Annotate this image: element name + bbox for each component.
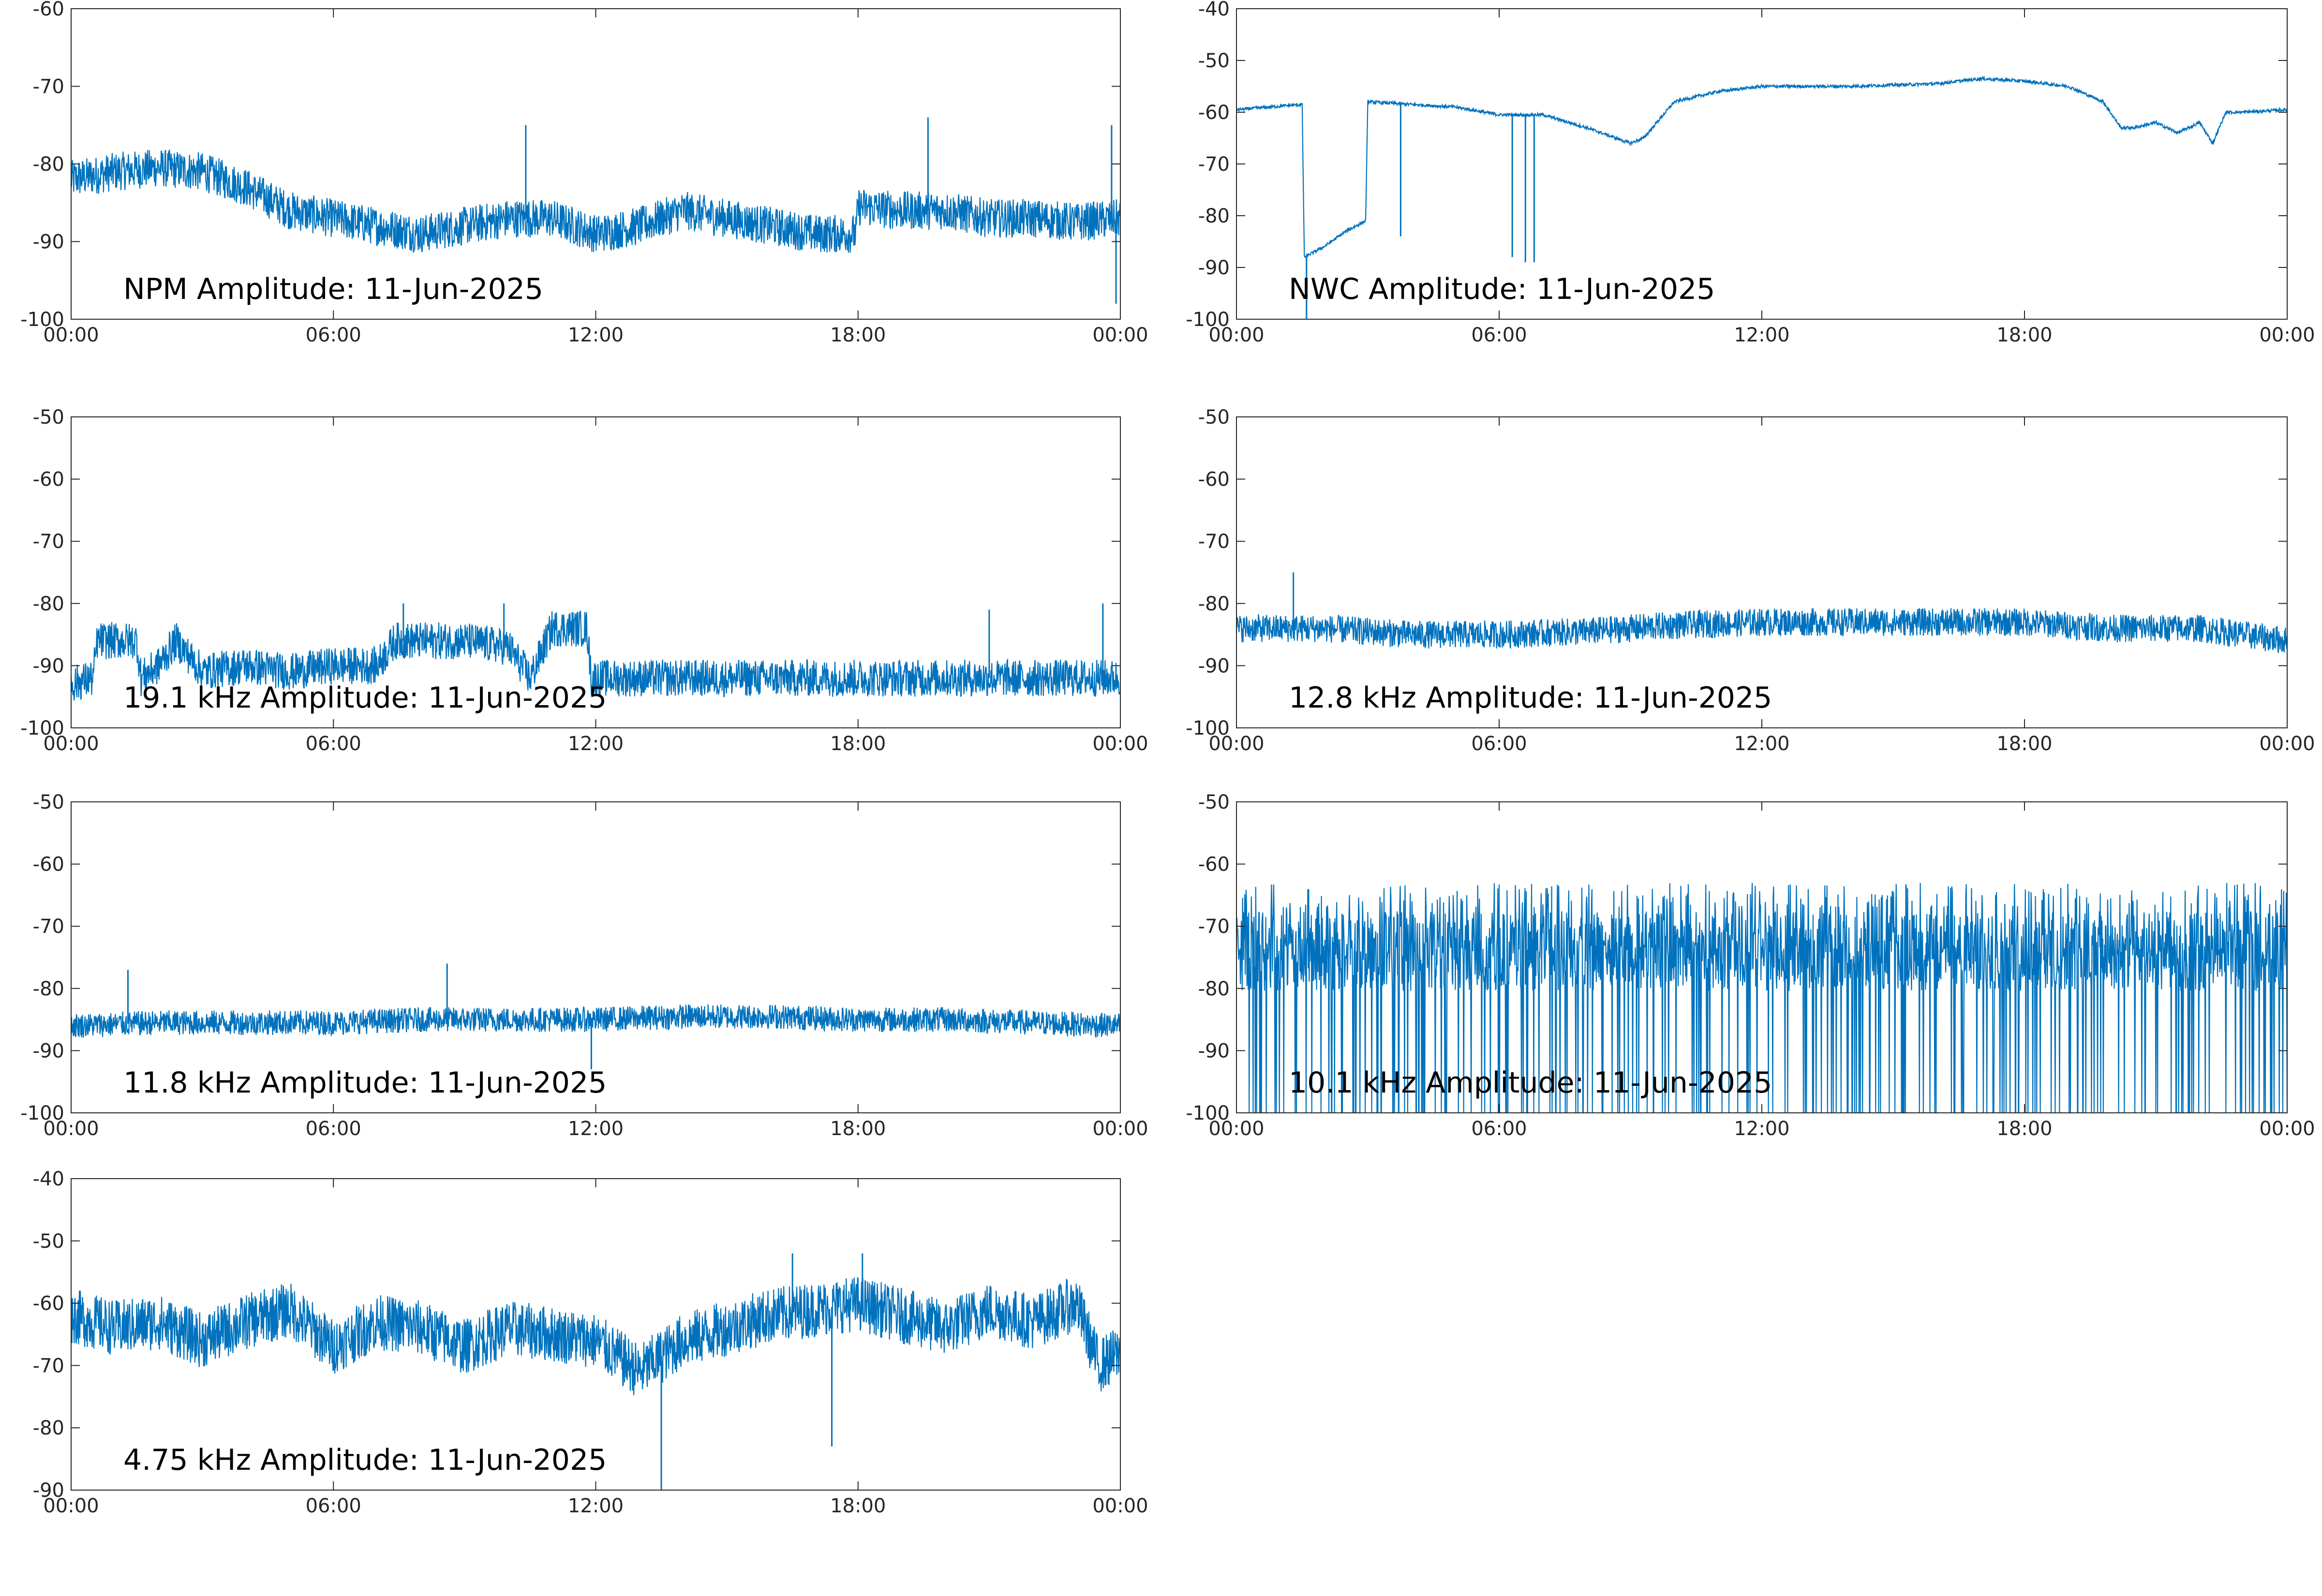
y-tick-label: -90 (33, 231, 64, 253)
chart-title: NWC Amplitude: 11-Jun-2025 (1289, 272, 1715, 306)
series-line (1236, 75, 2287, 259)
chart-title: 12.8 kHz Amplitude: 11-Jun-2025 (1289, 681, 1772, 715)
y-tick-label: -90 (33, 1479, 64, 1502)
y-tick-label: -80 (33, 978, 64, 1000)
y-tick-label: -80 (1198, 205, 1230, 227)
y-tick-label: -100 (1186, 1102, 1230, 1124)
y-tick-label: -60 (33, 0, 64, 20)
series-line (71, 1277, 1120, 1395)
chart-panel-4: 00:00 06:00 12:00 18:00 00:00 -50 -60 -70 -80 -90… (1186, 406, 2315, 755)
x-tick-label: 18:00 (1996, 733, 2052, 755)
chart-panel-6: 00:00 06:00 12:00 18:00 00:00 -50 -60 -70 -80 -90… (1186, 791, 2315, 1140)
x-tick-label: 00:00 (43, 324, 99, 346)
x-tick-label: 18:00 (830, 1495, 886, 1517)
x-tick-label: 18:00 (830, 733, 886, 755)
y-tick-label: -100 (20, 717, 64, 739)
x-tick-label: 06:00 (306, 324, 361, 346)
chart-title: 19.1 kHz Amplitude: 11-Jun-2025 (123, 681, 607, 715)
y-tick-label: -70 (33, 916, 64, 938)
series-line (71, 610, 1120, 701)
x-tick-label: 06:00 (1471, 324, 1527, 346)
x-tick-label: 00:00 (1092, 324, 1148, 346)
y-tick-label: -90 (1198, 257, 1230, 279)
x-tick-label: 12:00 (568, 1118, 624, 1140)
x-tick-label: 18:00 (1996, 1118, 2052, 1140)
y-tick-label: -40 (33, 1168, 64, 1190)
x-tick-label: 00:00 (1208, 324, 1264, 346)
y-tick-label: -70 (1198, 153, 1230, 176)
series-line (71, 149, 1120, 253)
y-tick-label: -90 (33, 655, 64, 677)
series-line (1236, 607, 2287, 653)
y-tick-label: -100 (1186, 717, 1230, 739)
chart-title: NPM Amplitude: 11-Jun-2025 (123, 272, 543, 306)
x-tick-label: 12:00 (1734, 733, 1789, 755)
y-tick-label: -70 (33, 1355, 64, 1377)
y-tick-label: -70 (33, 76, 64, 98)
x-tick-label: 00:00 (43, 1495, 99, 1517)
y-tick-label: -100 (20, 309, 64, 331)
y-tick-label: -90 (33, 1040, 64, 1062)
x-tick-label: 18:00 (1996, 324, 2052, 346)
y-tick-label: -100 (20, 1102, 64, 1124)
y-tick-label: -90 (1198, 1040, 1230, 1062)
chart-panel-1: 00:00 06:00 12:00 18:00 00:00 -60 -70 -80 -90 -10… (20, 0, 1148, 346)
x-tick-label: 00:00 (43, 1118, 99, 1140)
x-tick-label: 18:00 (830, 1118, 886, 1140)
x-tick-label: 00:00 (1092, 1118, 1148, 1140)
y-tick-label: -50 (1198, 791, 1230, 813)
x-tick-label: 00:00 (1092, 1495, 1148, 1517)
y-tick-label: -50 (33, 406, 64, 429)
y-tick-label: -70 (1198, 916, 1230, 938)
y-tick-label: -40 (1198, 0, 1230, 20)
chart-title: 11.8 kHz Amplitude: 11-Jun-2025 (123, 1066, 607, 1100)
x-tick-label: 00:00 (43, 733, 99, 755)
x-tick-label: 12:00 (568, 1495, 624, 1517)
y-tick-label: -70 (1198, 531, 1230, 553)
y-tick-label: -70 (33, 531, 64, 553)
series-line (71, 1004, 1120, 1039)
x-tick-label: 00:00 (1208, 733, 1264, 755)
x-tick-label: 12:00 (568, 324, 624, 346)
y-tick-label: -100 (1186, 309, 1230, 331)
chart-panel-3: 00:00 06:00 12:00 18:00 00:00 -50 -60 -70 -80 -90… (20, 406, 1148, 755)
y-tick-label: -60 (1198, 854, 1230, 876)
x-tick-label: 06:00 (306, 733, 361, 755)
y-tick-label: -80 (1198, 978, 1230, 1000)
chart-panel-2: 00:00 06:00 12:00 18:00 00:00 -40 -50 -60 -70 -80… (1186, 0, 2315, 346)
y-tick-label: -80 (33, 593, 64, 615)
y-tick-label: -90 (1198, 655, 1230, 677)
y-tick-label: -50 (1198, 406, 1230, 429)
chart-panel-5: 00:00 06:00 12:00 18:00 00:00 -50 -60 -70 -80 -90… (20, 791, 1148, 1140)
x-tick-label: 12:00 (1734, 324, 1789, 346)
x-tick-label: 06:00 (1471, 733, 1527, 755)
x-tick-label: 00:00 (2259, 324, 2315, 346)
x-tick-label: 06:00 (1471, 1118, 1527, 1140)
y-tick-label: -50 (33, 1230, 64, 1253)
y-tick-label: -80 (33, 1417, 64, 1439)
x-tick-label: 12:00 (1734, 1118, 1789, 1140)
x-tick-label: 18:00 (830, 324, 886, 346)
y-tick-label: -80 (1198, 593, 1230, 615)
x-tick-label: 12:00 (568, 733, 624, 755)
y-tick-label: -60 (1198, 102, 1230, 124)
series-line (1236, 883, 2287, 1113)
x-tick-label: 00:00 (1208, 1118, 1264, 1140)
x-tick-label: 00:00 (2259, 733, 2315, 755)
chart-title: 10.1 kHz Amplitude: 11-Jun-2025 (1289, 1066, 1772, 1100)
y-tick-label: -60 (1198, 469, 1230, 491)
chart-panel-7: 00:00 06:00 12:00 18:00 00:00 -40 -50 -60 -70 -80… (33, 1168, 1148, 1517)
y-tick-label: -50 (33, 791, 64, 813)
y-tick-label: -60 (33, 854, 64, 876)
chart-title: 4.75 kHz Amplitude: 11-Jun-2025 (123, 1443, 607, 1477)
x-tick-label: 00:00 (1092, 733, 1148, 755)
x-tick-label: 00:00 (2259, 1118, 2315, 1140)
y-tick-label: -50 (1198, 50, 1230, 72)
x-tick-label: 06:00 (306, 1118, 361, 1140)
x-tick-label: 06:00 (306, 1495, 361, 1517)
y-tick-label: -60 (33, 1293, 64, 1315)
y-tick-label: -80 (33, 153, 64, 176)
y-tick-label: -60 (33, 469, 64, 491)
